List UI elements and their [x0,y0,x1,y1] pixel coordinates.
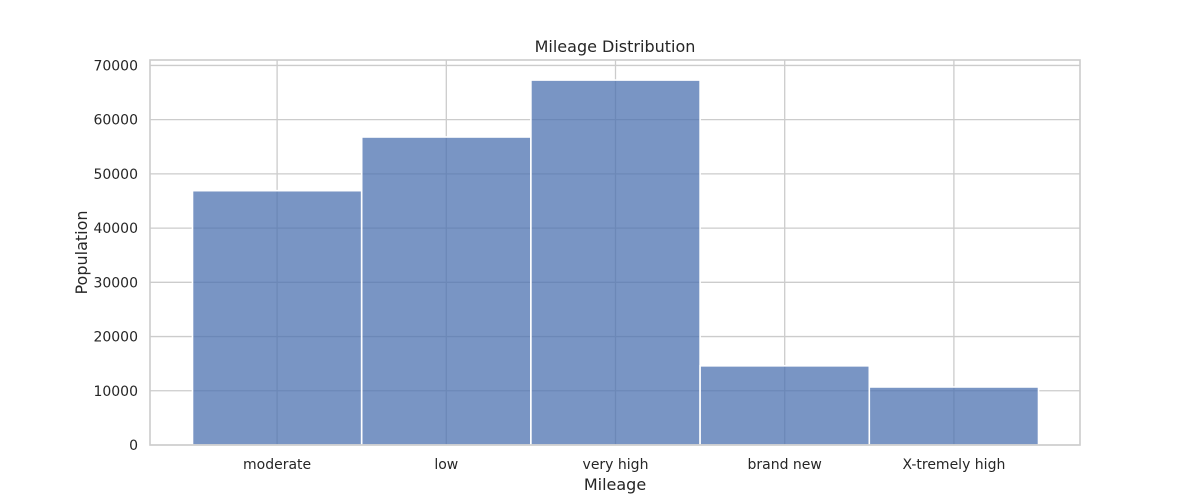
x-tick-label: X-tremely high [902,457,1005,473]
x-tick-labels: moderate low very high brand new X-tremely h… [243,457,1005,473]
bar [699,365,871,446]
y-tick-label: 60000 [93,113,138,129]
x-tick-label: moderate [243,457,311,473]
bars [191,79,1040,446]
bar [191,189,363,446]
y-axis-label: Population [72,210,91,294]
x-tick-label: very high [583,457,649,473]
y-tick-label: 20000 [93,330,138,346]
bar [868,386,1040,446]
bar [530,79,701,446]
y-tick-label: 30000 [93,275,138,291]
x-axis-label: Mileage [584,475,646,494]
y-tick-label: 10000 [93,384,138,400]
y-tick-label: 70000 [93,58,138,74]
plot-frame [149,59,1081,446]
x-tick-label: brand new [748,457,822,473]
y-tick-label: 40000 [93,221,138,237]
bar [360,136,532,446]
y-tick-labels: 0 10000 20000 30000 40000 50000 60000 70000 [93,58,138,454]
chart-title: Mileage Distribution [535,37,696,56]
x-tick-label: low [434,457,458,473]
y-tick-label: 0 [129,438,138,454]
y-tick-label: 50000 [93,167,138,183]
